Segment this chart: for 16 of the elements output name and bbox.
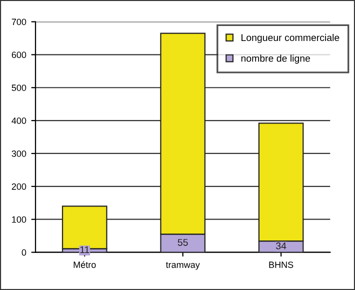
data-label: 34 — [276, 242, 286, 250]
y-tick-label: 400 — [12, 118, 26, 124]
y-tick-label: 0 — [22, 249, 26, 256]
y-tick-label: 600 — [12, 52, 26, 58]
legend-label: Longueur commerciale — [242, 34, 340, 43]
y-tick-label: 100 — [12, 216, 26, 223]
y-tick-label: 700 — [12, 18, 26, 26]
data-label: 55 — [178, 239, 188, 246]
y-tick-label: 500 — [12, 84, 26, 91]
legend-label: nombre de ligne — [241, 54, 310, 64]
x-tick-label: BHNS — [269, 262, 294, 268]
y-tick-label: 200 — [12, 183, 26, 190]
x-tick-label: tramway — [166, 262, 200, 270]
y-tick-label: 300 — [12, 150, 26, 157]
data-label: 11 — [80, 246, 90, 254]
x-tick-label: Métro — [74, 261, 96, 268]
